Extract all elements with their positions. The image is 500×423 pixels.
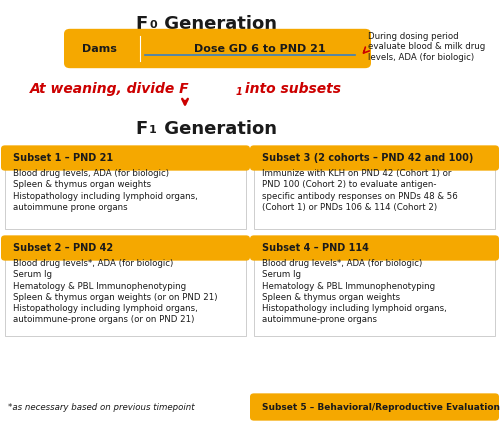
Text: Blood drug levels*, ADA (for biologic)
Serum Ig
Hematology & PBL Immunophenotypi: Blood drug levels*, ADA (for biologic) S… [13,259,218,324]
FancyBboxPatch shape [1,235,250,261]
Text: into subsets: into subsets [240,82,342,96]
Text: Immunize with KLH on PND 42 (Cohort 1) or
PND 100 (Cohort 2) to evaluate antigen: Immunize with KLH on PND 42 (Cohort 1) o… [262,169,458,212]
Text: Generation: Generation [158,15,276,33]
Text: *as necessary based on previous timepoint: *as necessary based on previous timepoin… [8,403,194,412]
Text: Generation: Generation [158,120,276,138]
Text: Subset 1 – PND 21: Subset 1 – PND 21 [13,153,113,163]
FancyBboxPatch shape [5,166,246,229]
Text: 1: 1 [236,87,243,97]
FancyBboxPatch shape [5,256,246,336]
FancyBboxPatch shape [254,256,495,336]
Text: Subset 2 – PND 42: Subset 2 – PND 42 [13,243,113,253]
Text: Blood drug levels, ADA (for biologic)
Spleen & thymus organ weights
Histopatholo: Blood drug levels, ADA (for biologic) Sp… [13,169,198,212]
Text: During dosing period
evaluate blood & milk drug
levels, ADA (for biologic): During dosing period evaluate blood & mi… [368,32,485,62]
Text: Subset 3 (2 cohorts – PND 42 and 100): Subset 3 (2 cohorts – PND 42 and 100) [262,153,474,163]
Text: At weaning, divide F: At weaning, divide F [30,82,190,96]
FancyBboxPatch shape [250,393,499,420]
Text: Blood drug levels*, ADA (for biologic)
Serum Ig
Hematology & PBL Immunophenotypi: Blood drug levels*, ADA (for biologic) S… [262,259,447,324]
FancyBboxPatch shape [250,235,499,261]
FancyBboxPatch shape [250,146,499,170]
FancyBboxPatch shape [64,29,371,68]
Text: Subset 5 – Behavioral/Reproductive Evaluations: Subset 5 – Behavioral/Reproductive Evalu… [262,403,500,412]
Text: Dose GD 6 to PND 21: Dose GD 6 to PND 21 [194,44,326,53]
Text: Dams: Dams [82,44,118,53]
FancyBboxPatch shape [1,146,250,170]
Text: Subset 4 – PND 114: Subset 4 – PND 114 [262,243,369,253]
Text: F: F [135,15,147,33]
FancyBboxPatch shape [254,166,495,229]
Text: F: F [135,120,147,138]
Text: 1: 1 [149,125,157,135]
Text: 0: 0 [149,20,156,30]
